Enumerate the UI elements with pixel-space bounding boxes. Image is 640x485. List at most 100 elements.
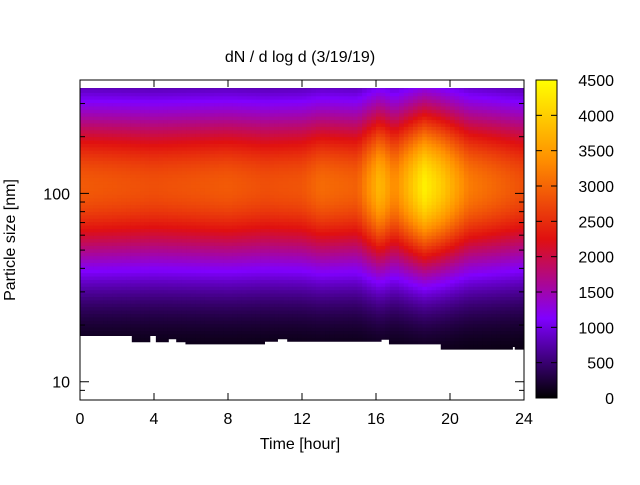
heatmap-cell bbox=[122, 296, 127, 300]
heatmap-cell bbox=[94, 208, 99, 212]
heatmap-cell bbox=[210, 232, 215, 236]
heatmap-cell bbox=[242, 147, 247, 151]
heatmap-cell bbox=[223, 215, 228, 219]
heatmap-cell bbox=[316, 208, 321, 212]
heatmap-cell bbox=[288, 269, 293, 273]
heatmap-cell bbox=[325, 269, 330, 273]
heatmap-cell bbox=[348, 228, 353, 232]
heatmap-cell bbox=[297, 147, 302, 151]
heatmap-cell bbox=[94, 92, 99, 96]
heatmap-cell bbox=[80, 269, 85, 273]
heatmap-cell bbox=[80, 242, 85, 246]
heatmap-cell bbox=[214, 184, 219, 188]
heatmap-cell bbox=[94, 269, 99, 273]
heatmap-cell bbox=[173, 276, 178, 280]
heatmap-cell bbox=[270, 324, 275, 328]
heatmap-cell bbox=[154, 232, 159, 236]
heatmap-cell bbox=[168, 235, 173, 239]
heatmap-cell bbox=[210, 194, 215, 198]
heatmap-cell bbox=[196, 320, 201, 324]
heatmap-cell bbox=[196, 133, 201, 137]
heatmap-cell bbox=[297, 286, 302, 290]
heatmap-cell bbox=[237, 92, 242, 96]
heatmap-cell bbox=[247, 143, 252, 147]
heatmap-cell bbox=[237, 296, 242, 300]
heatmap-cell bbox=[191, 143, 196, 147]
heatmap-cell bbox=[99, 177, 104, 181]
heatmap-cell bbox=[196, 194, 201, 198]
heatmap-cell bbox=[242, 143, 247, 147]
heatmap-cell bbox=[316, 235, 321, 239]
heatmap-cell bbox=[325, 177, 330, 181]
heatmap-cell bbox=[237, 222, 242, 226]
heatmap-cell bbox=[279, 222, 284, 226]
heatmap-cell bbox=[163, 177, 168, 181]
heatmap-cell bbox=[131, 85, 136, 89]
heatmap-cell bbox=[274, 181, 279, 185]
heatmap-cell bbox=[293, 235, 298, 239]
heatmap-cell bbox=[316, 82, 321, 86]
heatmap-cell bbox=[279, 164, 284, 168]
heatmap-cell bbox=[223, 235, 228, 239]
heatmap-cell bbox=[334, 228, 339, 232]
heatmap-cell bbox=[182, 222, 187, 226]
heatmap-cell bbox=[122, 242, 127, 246]
heatmap-cell bbox=[173, 181, 178, 185]
heatmap-cell bbox=[325, 164, 330, 168]
heatmap-cell bbox=[270, 228, 275, 232]
heatmap-cell bbox=[284, 232, 289, 236]
heatmap-cell bbox=[99, 164, 104, 168]
heatmap-cell bbox=[316, 181, 321, 185]
heatmap-cell bbox=[265, 143, 270, 147]
heatmap-cell bbox=[85, 235, 90, 239]
heatmap-cell bbox=[173, 235, 178, 239]
heatmap-cell bbox=[228, 164, 233, 168]
heatmap-cell bbox=[159, 222, 164, 226]
heatmap-cell bbox=[191, 194, 196, 198]
heatmap-cell bbox=[251, 276, 256, 280]
heatmap-cell bbox=[182, 232, 187, 236]
heatmap-cell bbox=[330, 133, 335, 137]
heatmap-cell bbox=[214, 147, 219, 151]
heatmap-cell bbox=[85, 133, 90, 137]
heatmap-cell bbox=[293, 164, 298, 168]
heatmap-cell bbox=[251, 320, 256, 324]
heatmap-cell bbox=[293, 126, 298, 130]
heatmap-cell bbox=[210, 235, 215, 239]
heatmap-cell bbox=[136, 208, 141, 212]
heatmap-cell bbox=[200, 208, 205, 212]
heatmap-cell bbox=[196, 109, 201, 113]
heatmap-cell bbox=[321, 269, 326, 273]
heatmap-cell bbox=[85, 327, 90, 331]
heatmap-cell bbox=[256, 171, 261, 175]
heatmap-cell bbox=[205, 215, 210, 219]
heatmap-cell bbox=[247, 215, 252, 219]
heatmap-cell bbox=[358, 177, 363, 181]
heatmap-cell bbox=[339, 194, 344, 198]
heatmap-cell bbox=[247, 208, 252, 212]
heatmap-cell bbox=[251, 82, 256, 86]
heatmap-cell bbox=[316, 296, 321, 300]
heatmap-cell bbox=[279, 143, 284, 147]
heatmap-cell bbox=[163, 109, 168, 113]
heatmap-cell bbox=[145, 208, 150, 212]
heatmap-cell bbox=[321, 126, 326, 130]
heatmap-cell bbox=[126, 85, 131, 89]
heatmap-cell bbox=[321, 184, 326, 188]
heatmap-cell bbox=[191, 177, 196, 181]
heatmap-cell bbox=[131, 256, 136, 260]
heatmap-cell bbox=[334, 181, 339, 185]
heatmap-cell bbox=[136, 198, 141, 202]
heatmap-cell bbox=[242, 320, 247, 324]
heatmap-cell bbox=[177, 171, 182, 175]
heatmap-cell bbox=[200, 232, 205, 236]
heatmap-cell bbox=[210, 143, 215, 147]
heatmap-cell bbox=[159, 327, 164, 331]
heatmap-cell bbox=[302, 242, 307, 246]
heatmap-cell bbox=[274, 232, 279, 236]
heatmap-cell bbox=[233, 109, 238, 113]
heatmap-cell bbox=[122, 286, 127, 290]
heatmap-cell bbox=[279, 235, 284, 239]
heatmap-cell bbox=[358, 184, 363, 188]
heatmap-cell bbox=[288, 109, 293, 113]
